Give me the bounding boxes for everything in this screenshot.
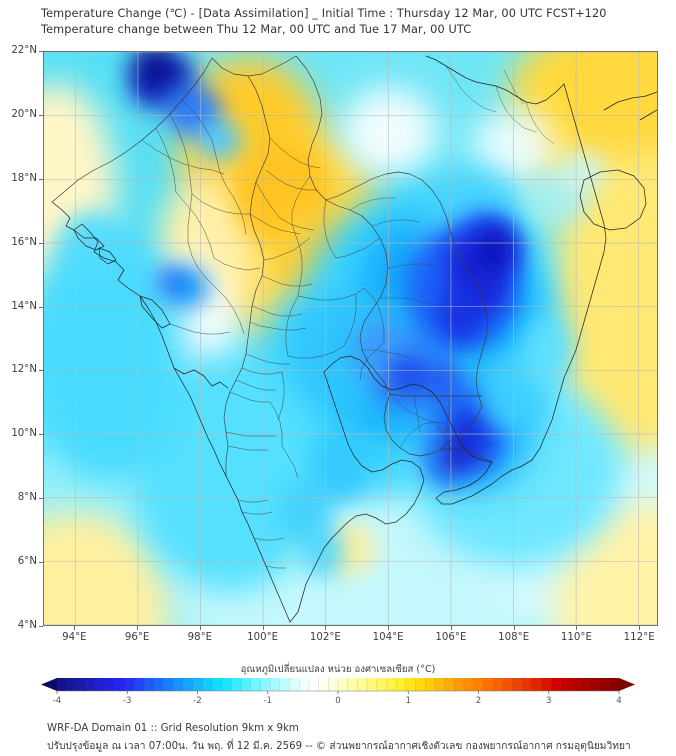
lat-tick bbox=[39, 434, 43, 436]
lat-label: 16°N bbox=[11, 236, 37, 248]
lon-label: 108°E bbox=[498, 632, 530, 643]
lon-label: 94°E bbox=[62, 632, 87, 643]
lat-tick bbox=[39, 178, 43, 180]
colorbar-tick-label: 3 bbox=[546, 696, 552, 706]
title-line-1: Temperature Change (℃) - [Data Assimilat… bbox=[41, 7, 607, 20]
colorbar-tick-label: -3 bbox=[122, 696, 132, 706]
map-canvas bbox=[44, 52, 657, 625]
lat-label: 4°N bbox=[17, 620, 37, 631]
lat-label: 22°N bbox=[11, 45, 37, 56]
colorbar-tick-label: -1 bbox=[263, 696, 273, 706]
colorbar-title: อุณหภูมิเปลี่ยนแปลง หน่วย องศาเซลเซียส (… bbox=[240, 664, 436, 675]
lon-label: 100°E bbox=[247, 632, 279, 643]
country-borders bbox=[51, 55, 555, 569]
lat-tick bbox=[39, 51, 43, 52]
lat-tick bbox=[39, 562, 43, 564]
lon-tick bbox=[262, 626, 264, 630]
lon-label: 102°E bbox=[309, 632, 341, 643]
lon-tick bbox=[74, 626, 76, 630]
lat-label: 14°N bbox=[11, 300, 37, 312]
colorbar[interactable] bbox=[41, 677, 635, 694]
title-line-2: Temperature change between Thu 12 Mar, 0… bbox=[41, 22, 472, 36]
lon-label: 98°E bbox=[187, 632, 213, 643]
lat-tick bbox=[39, 626, 43, 627]
lat-label: 8°N bbox=[17, 492, 37, 504]
lon-tick bbox=[137, 626, 139, 630]
footer-line-1: WRF-DA Domain 01 :: Grid Resolution 9km … bbox=[47, 723, 299, 734]
lon-label: 112°E bbox=[623, 632, 655, 643]
lat-tick bbox=[39, 498, 43, 500]
lon-tick bbox=[325, 626, 327, 630]
lon-label: 96°E bbox=[124, 632, 150, 643]
lon-label: 110°E bbox=[560, 632, 592, 643]
lat-label: 18°N bbox=[11, 172, 37, 184]
temperature-anomaly-map[interactable] bbox=[43, 51, 658, 626]
lon-tick bbox=[450, 626, 452, 630]
lon-tick bbox=[639, 626, 641, 630]
lat-label: 6°N bbox=[17, 556, 37, 568]
lon-tick bbox=[513, 626, 515, 630]
lon-label: 106°E bbox=[435, 632, 467, 643]
lon-tick bbox=[576, 626, 578, 630]
lat-label: 20°N bbox=[11, 108, 37, 120]
lat-tick bbox=[39, 242, 43, 244]
colorbar-tick-label: 4 bbox=[616, 696, 622, 706]
colorbar-tick-label: 0 bbox=[335, 696, 341, 706]
lat-tick bbox=[39, 114, 43, 116]
colorbar-tick-label: 2 bbox=[475, 696, 482, 706]
colorbar-gradient bbox=[41, 678, 635, 694]
colorbar-tick-label: -4 bbox=[52, 696, 62, 706]
lat-label: 10°N bbox=[11, 428, 37, 440]
colorbar-tick-label: 1 bbox=[405, 696, 411, 706]
graticule bbox=[44, 52, 657, 625]
lon-label: 104°E bbox=[372, 632, 404, 643]
coastlines bbox=[51, 55, 657, 623]
lat-label: 12°N bbox=[11, 364, 37, 376]
lon-tick bbox=[199, 626, 201, 630]
colorbar-tick-label: -2 bbox=[193, 696, 202, 706]
lon-tick bbox=[388, 626, 390, 630]
footer-line-2: ปรับปรุงข้อมูล ณ เวลา 07:00น. วัน พฤ. ที… bbox=[47, 741, 631, 752]
lat-tick bbox=[39, 306, 43, 308]
lat-tick bbox=[39, 370, 43, 372]
page-title: Temperature Change (℃) - [Data Assimilat… bbox=[41, 6, 671, 37]
